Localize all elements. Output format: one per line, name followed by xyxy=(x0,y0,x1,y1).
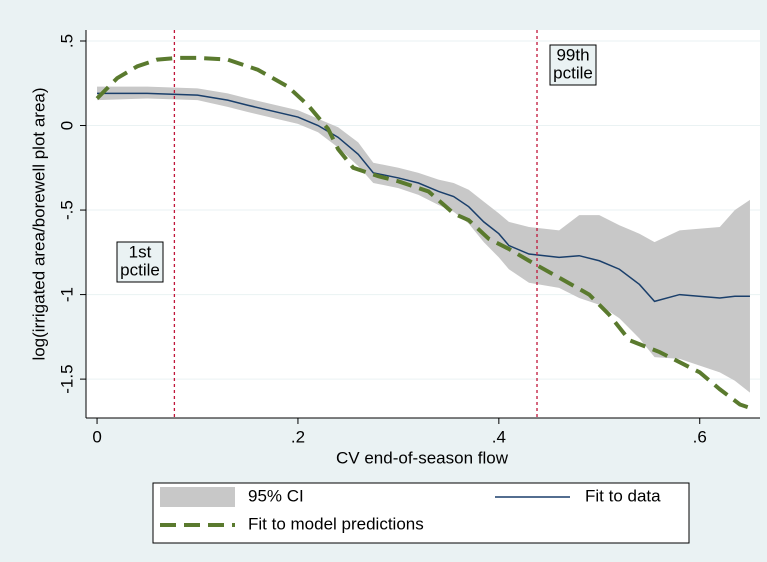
legend-swatch xyxy=(160,487,235,507)
legend-label: Fit to data xyxy=(585,486,661,505)
y-axis-title: log(irrigated area/borewell plot area) xyxy=(29,87,48,360)
annotation-box xyxy=(116,241,164,283)
annotation-box xyxy=(549,44,597,86)
series-line xyxy=(95,55,751,410)
annotation-text: pctile xyxy=(553,63,593,82)
x-axis-title: CV end-of-season flow xyxy=(336,448,509,467)
x-tick-label: 0 xyxy=(92,427,101,446)
y-tick-label: 0 xyxy=(57,121,76,130)
legend-label: Fit to model predictions xyxy=(248,514,424,533)
annotation-text: 99th xyxy=(556,45,589,64)
series-line xyxy=(97,92,750,303)
legend-box xyxy=(152,482,690,544)
y-tick-label: -1.5 xyxy=(57,364,76,393)
y-tick-label: .5 xyxy=(57,34,76,48)
y-tick-label: -.5 xyxy=(57,200,76,220)
x-tick-label: .4 xyxy=(492,427,506,446)
annotation-text: 1st xyxy=(129,242,152,261)
x-tick-label: .6 xyxy=(693,427,707,446)
ci-band xyxy=(97,86,750,393)
annotation-text: pctile xyxy=(120,260,160,279)
legend-label: 95% CI xyxy=(248,486,304,505)
x-tick-label: .2 xyxy=(291,427,305,446)
y-tick-label: -1 xyxy=(57,287,76,302)
